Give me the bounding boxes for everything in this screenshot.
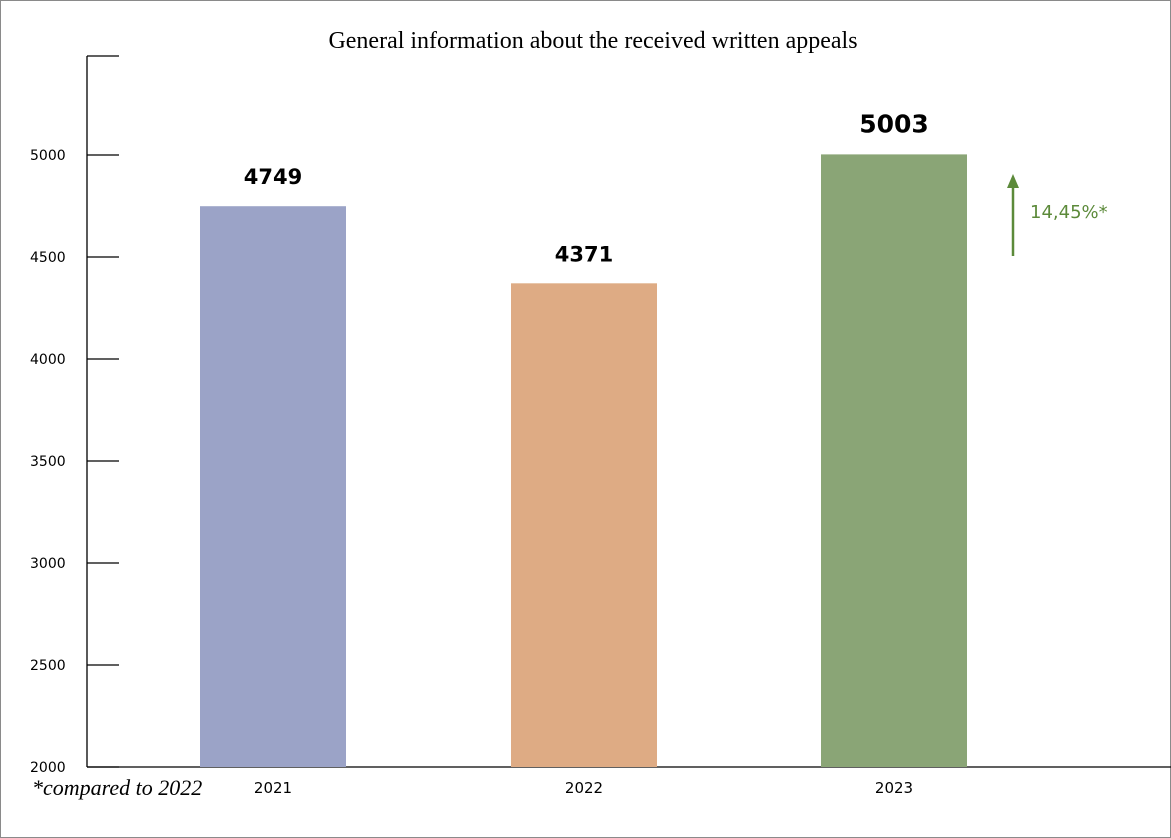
bar-2021 [200, 206, 346, 768]
y-tick-label: 4000 [30, 352, 66, 368]
y-tick-label: 3500 [30, 454, 66, 470]
labels: 4749 2021 4371 2022 5003 2023 [244, 109, 929, 797]
x-tick-label-2022: 2022 [565, 779, 603, 797]
chart-title: General information about the received w… [328, 28, 858, 54]
data-label-2023: 5003 [859, 109, 929, 138]
y-tick-label: 2500 [30, 658, 66, 674]
growth-percent-label: 14,45%* [1030, 202, 1108, 223]
footnote: *compared to 2022 [32, 775, 203, 800]
growth-annotation: 14,45%* [1007, 174, 1108, 256]
bar-2023 [821, 154, 967, 767]
arrow-up-head-icon [1007, 174, 1019, 188]
y-tick-label: 5000 [30, 148, 66, 164]
y-tick-label: 3000 [30, 556, 66, 572]
bar-2022 [511, 283, 657, 767]
bars [200, 154, 967, 768]
data-label-2021: 4749 [244, 165, 302, 189]
y-tick-label: 2000 [30, 760, 66, 776]
axes: 2000 2500 3000 3500 4000 4500 5000 [30, 55, 1171, 776]
y-tick-label: 4500 [30, 250, 66, 266]
x-tick-label-2023: 2023 [875, 779, 913, 797]
data-label-2022: 4371 [555, 242, 613, 266]
x-tick-label-2021: 2021 [254, 779, 292, 797]
